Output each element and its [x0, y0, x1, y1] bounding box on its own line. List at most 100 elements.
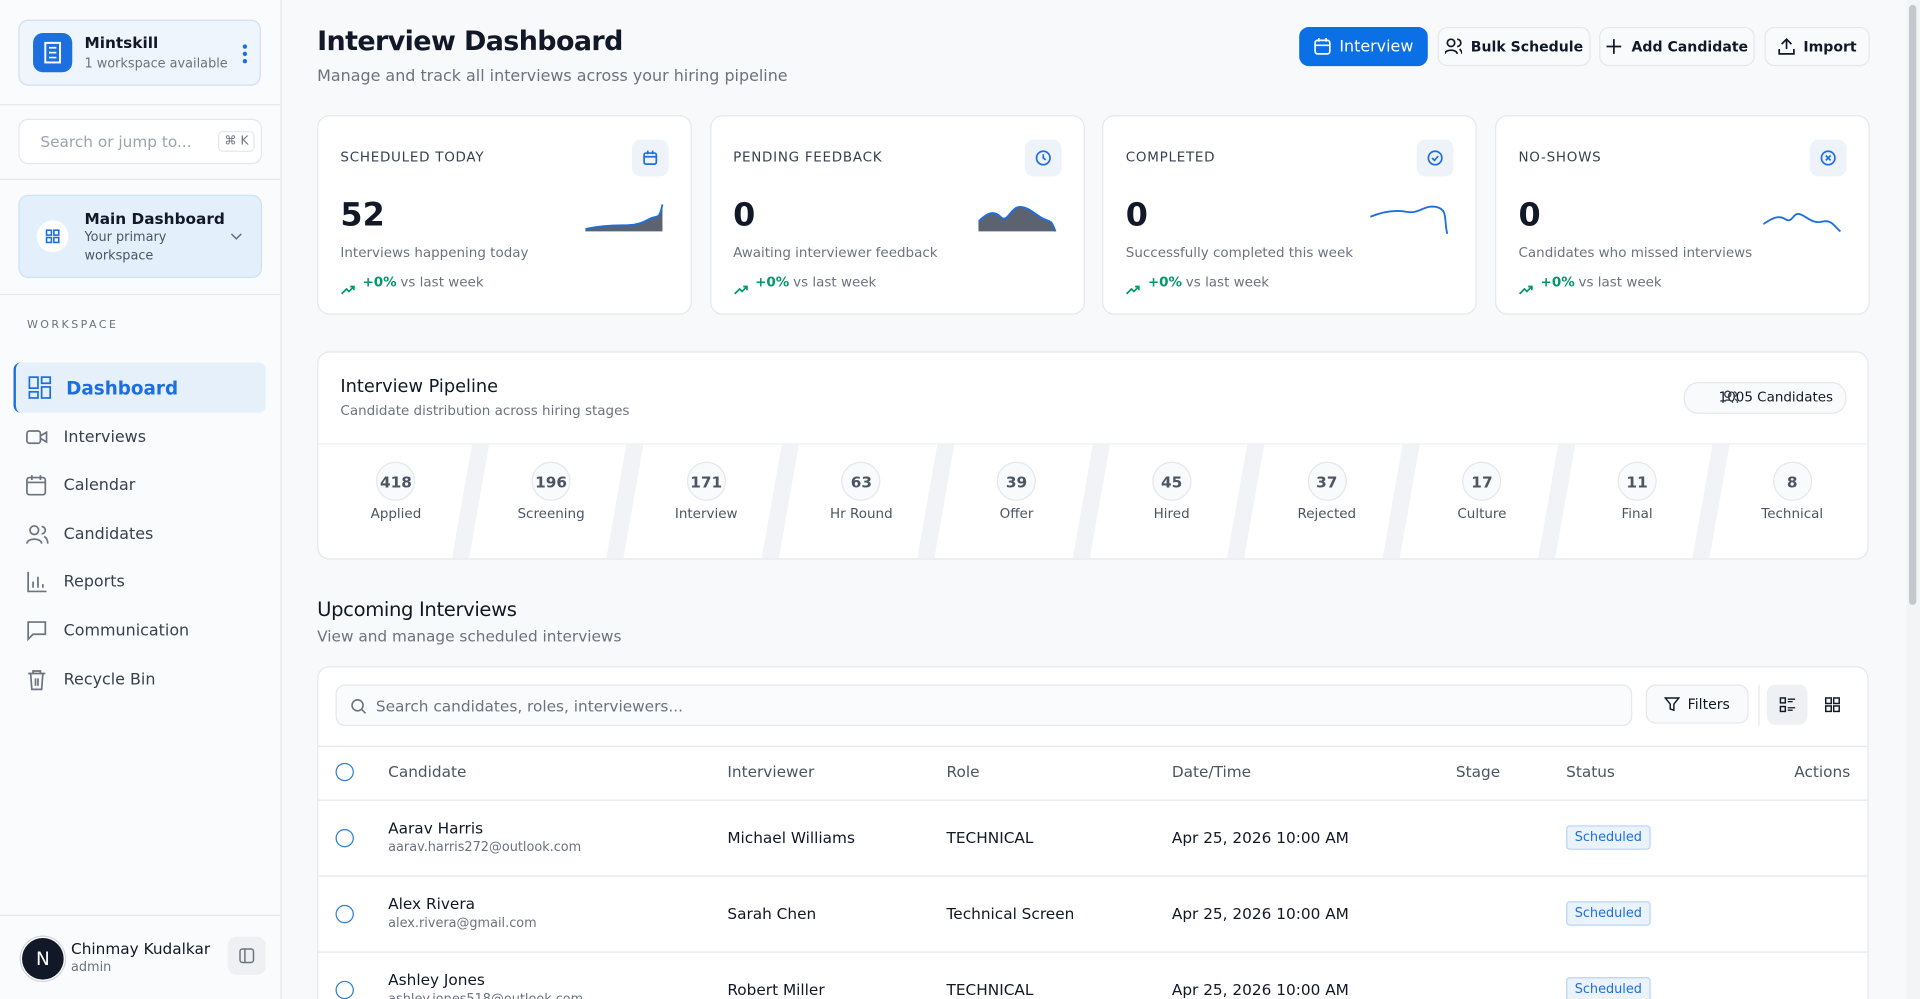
cell-role: TECHNICAL [946, 980, 1034, 999]
stat-icon [1024, 139, 1062, 177]
stat-caption: Candidates who missed interviews [1518, 244, 1753, 261]
select-all[interactable] [335, 762, 354, 782]
nav-item[interactable]: Recycle Bin [13, 655, 265, 704]
search-box[interactable]: Search or jump to... ⌘ K [18, 118, 263, 165]
button-label: Import [1803, 37, 1857, 56]
candidate-email: aarav.harris272@outlook.com [388, 840, 582, 855]
sidebar: Mintskill 1 workspace available Search o… [0, 0, 282, 999]
sparkline [977, 202, 1056, 240]
table-search[interactable]: Search candidates, roles, interviewers..… [335, 684, 1633, 727]
stage-count: 418 [376, 461, 416, 501]
nav-label: Recycle Bin [63, 670, 156, 689]
user-name: Chinmay Kudalkar [71, 939, 211, 958]
candidate-name: Ashley Jones [388, 970, 485, 989]
shortcut: ⌘ K [218, 131, 255, 152]
filters-button[interactable]: Filters [1645, 684, 1749, 724]
list-view-toggle[interactable] [1766, 684, 1808, 725]
trend-icon [340, 277, 355, 300]
stat-icon [1809, 139, 1847, 177]
stat-compare: vs last week [1578, 274, 1662, 291]
cell-interviewer: Robert Miller [727, 980, 825, 999]
grid-view-toggle[interactable] [1812, 684, 1852, 724]
row-divider [318, 799, 1868, 801]
stage-divider [1381, 444, 1420, 559]
nav-item[interactable]: Dashboard [13, 362, 266, 413]
stat-icon [1417, 139, 1454, 177]
avatar: N [20, 936, 65, 981]
row-checkbox[interactable] [335, 904, 354, 924]
header-button[interactable]: Import [1764, 26, 1870, 67]
pipeline-card: Interview Pipeline Candidate distributio… [317, 351, 1869, 560]
row-checkbox[interactable] [335, 980, 354, 999]
sparkline [1762, 202, 1842, 240]
stat-compare: vs last week [793, 274, 877, 291]
nav-item[interactable]: Calendar [13, 461, 265, 510]
switch-title: Main Dashboard [84, 209, 225, 228]
stage-divider [916, 444, 955, 559]
stage-divider [606, 444, 644, 559]
cell-datetime: Apr 25, 2026 10:00 AM [1171, 828, 1349, 847]
switch-subtitle: Your primary workspace [84, 230, 167, 264]
nav-label: Calendar [63, 476, 136, 495]
stage-label: Offer [999, 505, 1034, 522]
nav-item[interactable]: Reports [13, 558, 265, 607]
column-header: Actions [1794, 762, 1851, 781]
sparkline [585, 202, 664, 240]
stage-label: Interview [674, 505, 738, 522]
status-badge: Scheduled [1566, 977, 1651, 999]
stage-divider [450, 444, 489, 559]
workspace-name: Mintskill [84, 33, 159, 52]
nav-label: Candidates [63, 524, 154, 544]
collapse-button[interactable] [227, 936, 266, 975]
trend-icon [1126, 277, 1141, 300]
stage-count: 171 [686, 461, 726, 501]
stage-count: 37 [1307, 461, 1347, 501]
page-subtitle: Manage and track all interviews across y… [317, 67, 788, 86]
stat-card: COMPLETED 0 Successfully completed this we… [1102, 115, 1478, 315]
nav-item[interactable]: Candidates [13, 510, 265, 559]
cell-datetime: Apr 25, 2026 10:00 AM [1171, 980, 1349, 999]
stat-change: +0% [1540, 274, 1575, 291]
stage-label: Screening [517, 505, 585, 522]
nav-label: Reports [63, 573, 125, 592]
cell-interviewer: Sarah Chen [727, 904, 817, 923]
header-button[interactable]: Bulk Schedule [1437, 26, 1591, 67]
row-checkbox[interactable] [335, 828, 354, 848]
cell-role: TECHNICAL [946, 828, 1034, 847]
header-button[interactable]: Interview [1299, 26, 1428, 67]
column-header: Stage [1455, 762, 1501, 781]
status-badge: Scheduled [1566, 901, 1651, 926]
nav-item[interactable]: Interviews [13, 413, 265, 462]
stage-label: Rejected [1297, 505, 1357, 522]
stat-card: PENDING FEEDBACK 0 Awaiting interviewer fe… [709, 115, 1085, 315]
button-label: Bulk Schedule [1470, 37, 1584, 56]
scrollbar [1906, 0, 1920, 999]
stage-divider [1226, 444, 1265, 559]
stage-count: 63 [841, 461, 881, 501]
page-title: Interview Dashboard [317, 26, 623, 58]
workspace-card[interactable]: Mintskill 1 workspace available [18, 19, 261, 86]
header-button[interactable]: Add Candidate [1599, 26, 1755, 67]
column-header: Candidate [388, 762, 467, 781]
cell-role: Technical Screen [946, 904, 1075, 923]
stage-count: 39 [996, 461, 1037, 501]
stage-count: 45 [1152, 461, 1192, 501]
stage-label: Hired [1153, 505, 1190, 522]
stat-icon [631, 139, 669, 177]
candidate-email: ashley.jones518@outlook.com [388, 992, 583, 999]
stage-divider [1692, 444, 1730, 559]
stat-label: NO-SHOWS [1518, 149, 1602, 166]
dashboard-switch[interactable]: Main Dashboard Your primary workspace [18, 194, 263, 278]
cell-interviewer: Michael Williams [727, 828, 855, 847]
stage-label: Applied [370, 505, 422, 522]
nav-section: WORKSPACE [26, 319, 119, 332]
nav-label: Interviews [63, 427, 147, 447]
filters-label: Filters [1687, 695, 1730, 713]
stat-change: +0% [362, 274, 397, 291]
menu-dots[interactable] [241, 43, 248, 65]
candidate-name: Alex Rivera [388, 894, 476, 913]
stage-count: 17 [1462, 461, 1502, 501]
nav-item[interactable]: Communication [13, 607, 265, 656]
column-header: Date/Time [1171, 762, 1252, 781]
